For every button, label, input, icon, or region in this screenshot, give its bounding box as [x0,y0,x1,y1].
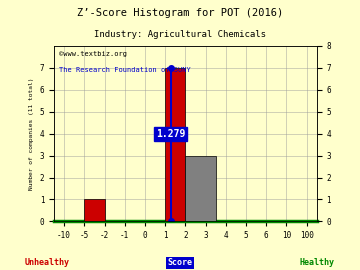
Text: ©www.textbiz.org: ©www.textbiz.org [59,51,127,57]
Text: Score: Score [167,258,193,267]
Text: Healthy: Healthy [299,258,334,267]
Text: Unhealthy: Unhealthy [24,258,69,267]
Text: The Research Foundation of SUNY: The Research Foundation of SUNY [59,67,191,73]
Text: Z’-Score Histogram for POT (2016): Z’-Score Histogram for POT (2016) [77,8,283,18]
Y-axis label: Number of companies (11 total): Number of companies (11 total) [29,77,34,190]
Bar [165,68,185,221]
Bar [84,200,104,221]
Text: Industry: Agricultural Chemicals: Industry: Agricultural Chemicals [94,30,266,39]
Bar [185,156,216,221]
Text: 1.279: 1.279 [156,129,185,139]
